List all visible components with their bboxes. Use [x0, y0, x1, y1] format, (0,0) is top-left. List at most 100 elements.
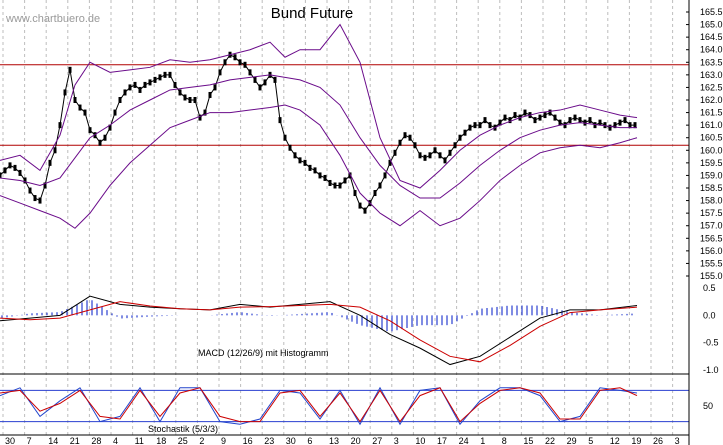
price-bar	[133, 81, 137, 88]
price-bar	[338, 182, 342, 189]
price-bar	[33, 195, 37, 202]
price-bar	[178, 89, 182, 96]
date-tick-label: 4	[113, 436, 118, 445]
price-bar	[588, 117, 592, 124]
price-bar	[443, 157, 447, 164]
price-bar	[543, 112, 547, 119]
price-tick-label: 160.5	[700, 133, 723, 143]
price-bar	[128, 84, 132, 91]
price-bar	[303, 159, 307, 166]
date-tick-label: 29	[567, 436, 577, 445]
price-bar	[223, 59, 227, 66]
macd-label: MACD (12/26/9) mit Histogramm	[198, 348, 329, 358]
price-bar	[168, 71, 172, 78]
date-tick-label: 23	[264, 436, 274, 445]
price-bar	[343, 177, 347, 184]
date-tick-label: 7	[27, 436, 32, 445]
price-bar	[63, 89, 67, 96]
price-bar	[453, 142, 457, 149]
price-bar	[433, 147, 437, 154]
date-tick-label: 21	[70, 436, 80, 445]
price-bar	[373, 190, 377, 197]
price-bar	[363, 207, 367, 214]
price-tick-label: 159.5	[700, 158, 723, 168]
price-bar	[458, 134, 462, 141]
price-bar	[523, 109, 527, 116]
price-bar	[403, 132, 407, 139]
date-tick-label: 25	[178, 436, 188, 445]
price-tick-label: 158.5	[700, 183, 723, 193]
price-bar	[218, 69, 222, 76]
macd-tick-label: -1.0	[703, 365, 719, 375]
price-bar	[238, 59, 242, 66]
price-bar	[98, 139, 102, 146]
price-bar	[603, 122, 607, 129]
price-bar	[3, 167, 7, 174]
price-bar	[203, 109, 207, 116]
price-bar	[438, 152, 442, 159]
price-bar	[583, 119, 587, 126]
price-bar	[478, 122, 482, 129]
price-bar	[358, 202, 362, 209]
date-tick-label: 1	[480, 436, 485, 445]
price-bar	[333, 182, 337, 189]
date-tick-label: 28	[91, 436, 101, 445]
price-bar	[323, 174, 327, 181]
stochastic-d-line	[0, 387, 638, 423]
price-bar	[578, 117, 582, 124]
price-tick-label: 164.0	[700, 45, 723, 55]
price-bar	[53, 147, 57, 154]
price-tick-label: 157.0	[700, 221, 723, 231]
price-bar	[298, 157, 302, 164]
price-bar	[28, 187, 32, 194]
date-tick-label: 8	[502, 436, 507, 445]
price-bar	[68, 66, 72, 73]
macd-histogram	[1, 300, 633, 332]
date-tick-label: 12	[610, 436, 620, 445]
macd-axis-labels: 0.5 0.0 -0.5 -1.0	[703, 283, 719, 375]
price-bar	[418, 152, 422, 159]
price-bar	[233, 54, 237, 61]
date-tick-label: 30	[5, 436, 15, 445]
date-tick-label: 13	[329, 436, 339, 445]
date-tick-label: 3	[675, 436, 680, 445]
price-bar	[328, 179, 332, 186]
price-bar	[618, 119, 622, 126]
price-bar	[163, 71, 167, 78]
date-tick-label: 18	[156, 436, 166, 445]
price-bar	[153, 76, 157, 83]
price-bar	[83, 109, 87, 116]
price-bar	[148, 79, 152, 86]
price-bar	[348, 172, 352, 179]
price-bar	[143, 81, 147, 88]
macd-tick-label: -0.5	[703, 338, 719, 348]
date-tick-label: 3	[394, 436, 399, 445]
date-tick-label: 11	[135, 436, 144, 445]
date-tick-label: 9	[221, 436, 226, 445]
stochastic-series	[0, 386, 689, 426]
macd-tick-label: 0.5	[703, 283, 716, 293]
price-bar	[488, 122, 492, 129]
price-bar	[78, 104, 82, 111]
price-bar	[93, 132, 97, 139]
stochastic-label: Stochastik (5/3/3)	[148, 424, 218, 434]
date-tick-label: 2	[199, 436, 204, 445]
price-bar	[38, 197, 42, 204]
price-bar	[8, 162, 12, 169]
price-bar	[278, 117, 282, 124]
price-bar	[283, 134, 287, 141]
price-bar	[633, 122, 637, 129]
price-bar	[113, 109, 117, 116]
price-bar	[468, 124, 472, 131]
price-bar	[293, 152, 297, 159]
price-bar	[388, 159, 392, 166]
price-tick-label: 162.5	[700, 82, 723, 92]
price-series	[0, 23, 638, 229]
date-tick-label: 30	[286, 436, 296, 445]
price-bar	[503, 114, 507, 121]
price-bar	[398, 139, 402, 146]
date-tick-label: 27	[372, 436, 382, 445]
price-bar	[193, 97, 197, 103]
